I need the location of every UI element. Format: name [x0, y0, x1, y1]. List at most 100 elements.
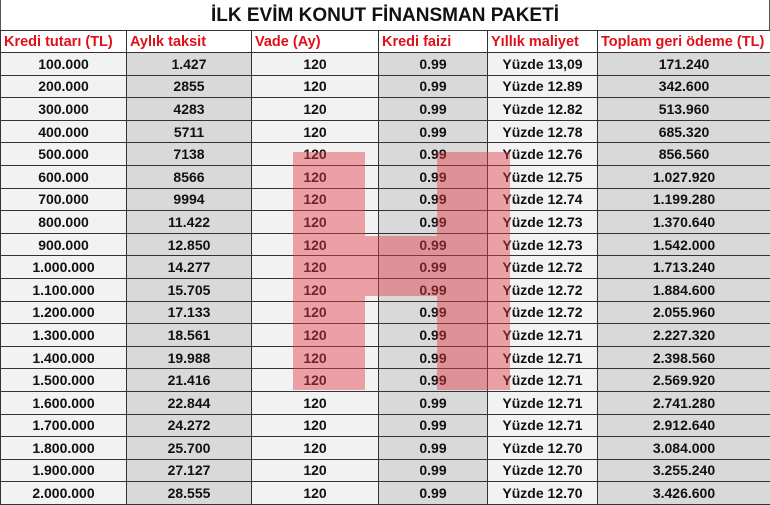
cell-monthly-installment: 25.700 — [126, 436, 252, 460]
cell-loan-amount: 100.000 — [0, 52, 127, 76]
table-row: 1.200.000 17.133 120 0.99 Yüzde 12.72 2.055.9… — [0, 300, 770, 325]
cell-annual-cost: Yüzde 12.72 — [487, 277, 598, 302]
table-row: 900.000 12.850 120 0.99 Yüzde 12.73 1.542.000 — [0, 232, 770, 257]
table-row: 600.000 8566 120 0.99 Yüzde 12.75 1.027.920 — [0, 164, 770, 189]
cell-monthly-installment: 5711 — [126, 119, 252, 144]
cell-monthly-installment: 9994 — [126, 187, 252, 212]
cell-monthly-installment: 7138 — [126, 142, 252, 166]
cell-total-repayment: 2.569.920 — [597, 368, 770, 392]
cell-annual-cost: Yüzde 12.71 — [487, 323, 598, 347]
cell-term: 120 — [251, 119, 379, 144]
cell-interest-rate: 0.99 — [378, 142, 488, 166]
cell-interest-rate: 0.99 — [378, 164, 488, 189]
cell-loan-amount: 300.000 — [0, 97, 127, 121]
table-row: 700.000 9994 120 0.99 Yüzde 12.74 1.199.280 — [0, 187, 770, 212]
table-row: 1.500.000 21.416 120 0.99 Yüzde 12.71 2.569.9… — [0, 368, 770, 392]
cell-loan-amount: 1.700.000 — [0, 413, 127, 438]
table-row: 400.000 5711 120 0.99 Yüzde 12.78 685.320 — [0, 119, 770, 144]
cell-term: 120 — [251, 164, 379, 189]
table-row: 1.700.000 24.272 120 0.99 Yüzde 12.71 2.912.6… — [0, 413, 770, 438]
cell-annual-cost: Yüzde 12.70 — [487, 458, 598, 483]
cell-annual-cost: Yüzde 12.73 — [487, 210, 598, 234]
cell-annual-cost: Yüzde 13,09 — [487, 52, 598, 76]
table-row: 1.400.000 19.988 120 0.99 Yüzde 12.71 2.398.5… — [0, 345, 770, 370]
cell-annual-cost: Yüzde 12.72 — [487, 300, 598, 325]
cell-term: 120 — [251, 458, 379, 483]
cell-term: 120 — [251, 210, 379, 234]
cell-term: 120 — [251, 97, 379, 121]
table-row: 1.800.000 25.700 120 0.99 Yüzde 12.70 3.084.0… — [0, 436, 770, 460]
cell-term: 120 — [251, 481, 379, 505]
cell-loan-amount: 900.000 — [0, 232, 127, 257]
cell-annual-cost: Yüzde 12.75 — [487, 164, 598, 189]
cell-annual-cost: Yüzde 12.72 — [487, 255, 598, 279]
cell-monthly-installment: 4283 — [126, 97, 252, 121]
cell-term: 120 — [251, 300, 379, 325]
page-title: İLK EVİM KONUT FİNANSMAN PAKETİ — [0, 0, 770, 30]
cell-term: 120 — [251, 345, 379, 370]
cell-total-repayment: 2.741.280 — [597, 390, 770, 415]
cell-interest-rate: 0.99 — [378, 300, 488, 325]
cell-loan-amount: 700.000 — [0, 187, 127, 212]
cell-term: 120 — [251, 142, 379, 166]
cell-monthly-installment: 28.555 — [126, 481, 252, 505]
cell-loan-amount: 400.000 — [0, 119, 127, 144]
cell-interest-rate: 0.99 — [378, 277, 488, 302]
cell-monthly-installment: 27.127 — [126, 458, 252, 483]
cell-loan-amount: 1.800.000 — [0, 436, 127, 460]
cell-monthly-installment: 2855 — [126, 74, 252, 99]
loan-table: Kredi tutarı (TL) Aylık taksit Vade (Ay)… — [0, 30, 770, 505]
cell-annual-cost: Yüzde 12.70 — [487, 436, 598, 460]
cell-annual-cost: Yüzde 12.78 — [487, 119, 598, 144]
cell-total-repayment: 2.055.960 — [597, 300, 770, 325]
cell-total-repayment: 1.713.240 — [597, 255, 770, 279]
header-row: Kredi tutarı (TL) Aylık taksit Vade (Ay)… — [0, 30, 770, 53]
cell-total-repayment: 171.240 — [597, 52, 770, 76]
cell-term: 120 — [251, 390, 379, 415]
cell-total-repayment: 2.227.320 — [597, 323, 770, 347]
cell-monthly-installment: 21.416 — [126, 368, 252, 392]
cell-total-repayment: 2.912.640 — [597, 413, 770, 438]
cell-loan-amount: 1.600.000 — [0, 390, 127, 415]
cell-term: 120 — [251, 436, 379, 460]
cell-loan-amount: 1.300.000 — [0, 323, 127, 347]
header-annual-cost: Yıllık maliyet — [487, 30, 598, 53]
cell-term: 120 — [251, 255, 379, 279]
cell-total-repayment: 1.542.000 — [597, 232, 770, 257]
cell-term: 120 — [251, 187, 379, 212]
cell-interest-rate: 0.99 — [378, 74, 488, 99]
header-total-repayment: Toplam geri ödeme (TL) — [597, 30, 770, 53]
table-row: 100.000 1.427 120 0.99 Yüzde 13,09 171.240 — [0, 52, 770, 76]
cell-monthly-installment: 19.988 — [126, 345, 252, 370]
cell-annual-cost: Yüzde 12.89 — [487, 74, 598, 99]
cell-loan-amount: 1.400.000 — [0, 345, 127, 370]
cell-loan-amount: 1.000.000 — [0, 255, 127, 279]
cell-term: 120 — [251, 368, 379, 392]
cell-annual-cost: Yüzde 12.71 — [487, 368, 598, 392]
cell-total-repayment: 342.600 — [597, 74, 770, 99]
cell-annual-cost: Yüzde 12.74 — [487, 187, 598, 212]
cell-loan-amount: 600.000 — [0, 164, 127, 189]
cell-interest-rate: 0.99 — [378, 413, 488, 438]
header-loan-amount: Kredi tutarı (TL) — [0, 30, 127, 53]
cell-interest-rate: 0.99 — [378, 255, 488, 279]
table-row: 1.300.000 18.561 120 0.99 Yüzde 12.71 2.227.3… — [0, 323, 770, 347]
cell-monthly-installment: 8566 — [126, 164, 252, 189]
cell-loan-amount: 1.100.000 — [0, 277, 127, 302]
header-interest-rate: Kredi faizi — [378, 30, 488, 53]
table-row: 1.000.000 14.277 120 0.99 Yüzde 12.72 1.713.2… — [0, 255, 770, 279]
cell-interest-rate: 0.99 — [378, 52, 488, 76]
cell-loan-amount: 2.000.000 — [0, 481, 127, 505]
table-row: 800.000 11.422 120 0.99 Yüzde 12.73 1.370.640 — [0, 210, 770, 234]
cell-term: 120 — [251, 74, 379, 99]
cell-annual-cost: Yüzde 12.71 — [487, 390, 598, 415]
cell-total-repayment: 513.960 — [597, 97, 770, 121]
cell-loan-amount: 1.900.000 — [0, 458, 127, 483]
cell-total-repayment: 1.370.640 — [597, 210, 770, 234]
cell-annual-cost: Yüzde 12.71 — [487, 413, 598, 438]
cell-annual-cost: Yüzde 12.71 — [487, 345, 598, 370]
cell-total-repayment: 1.884.600 — [597, 277, 770, 302]
cell-monthly-installment: 15.705 — [126, 277, 252, 302]
cell-interest-rate: 0.99 — [378, 390, 488, 415]
table-row: 500.000 7138 120 0.99 Yüzde 12.76 856.560 — [0, 142, 770, 166]
